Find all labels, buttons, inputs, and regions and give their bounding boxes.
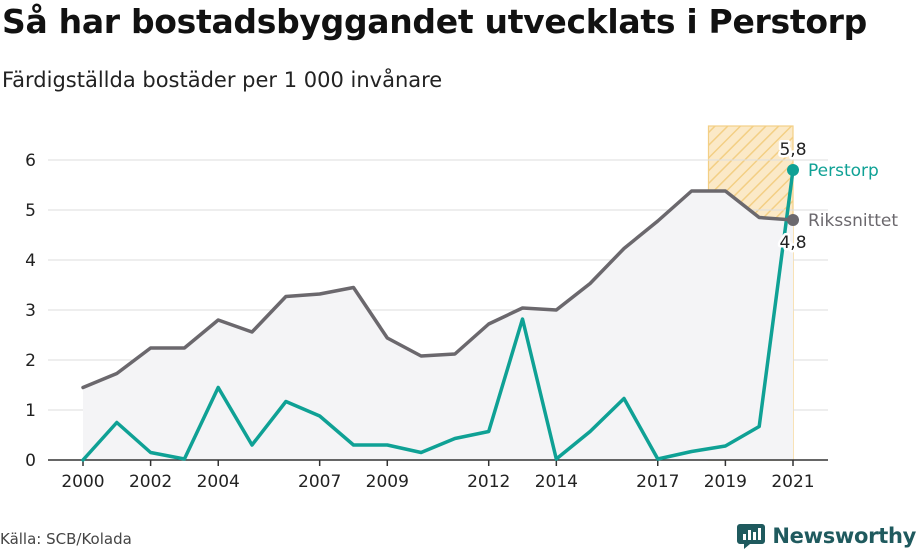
brand-logo[interactable]: Newsworthy <box>736 520 916 552</box>
x-tick-label: 2012 <box>467 472 510 492</box>
chart-subtitle: Färdigställda bostäder per 1 000 invånar… <box>2 68 443 92</box>
value-label-halo: 5,8 <box>779 140 806 160</box>
series-line-rikssnittet <box>81 189 795 390</box>
y-tick-label: 6 <box>25 151 36 171</box>
brand-name: Newsworthy <box>772 524 916 548</box>
x-tick-label: 2019 <box>704 472 747 492</box>
axis-layer: 0 1 2 3 4 5 6 2000 2002 2004 2007 2009 2012 2014 2017 2… <box>25 151 828 492</box>
y-tick-label: 5 <box>25 201 36 221</box>
x-tick-label: 2000 <box>61 472 104 492</box>
newsworthy-logo-icon <box>737 524 766 549</box>
series-endpoint-perstorp <box>787 164 799 176</box>
value-label: 4,8 <box>779 233 806 253</box>
x-tick-label: 2014 <box>535 472 578 492</box>
value-label-halo: 4,8 <box>779 233 806 253</box>
series-endpoint-rikssnittet <box>787 214 799 226</box>
series-name-label: Rikssnittet <box>808 211 898 231</box>
y-tick-label: 3 <box>25 301 36 321</box>
value-label: 5,8 <box>779 140 806 160</box>
y-tick-label: 1 <box>25 401 36 421</box>
x-tick-label: 2009 <box>366 472 409 492</box>
source-text: Källa: SCB/Kolada <box>0 530 132 548</box>
x-tick-label: 2017 <box>636 472 679 492</box>
y-tick-label: 2 <box>25 351 36 371</box>
y-tick-label: 4 <box>25 251 36 271</box>
area-layer <box>83 191 793 460</box>
x-tick-label: 2021 <box>771 472 814 492</box>
series-layer <box>81 164 799 462</box>
series-line-perstorp <box>81 168 795 462</box>
riksnittet-area <box>83 191 793 460</box>
x-tick-label: 2004 <box>197 472 240 492</box>
x-tick-label: 2002 <box>129 472 172 492</box>
chart-title: Så har bostadsbyggandet utvecklats i Per… <box>2 2 867 41</box>
series-name-label: Perstorp <box>808 161 879 181</box>
y-tick-label: 0 <box>25 451 36 471</box>
x-tick-label: 2007 <box>298 472 341 492</box>
